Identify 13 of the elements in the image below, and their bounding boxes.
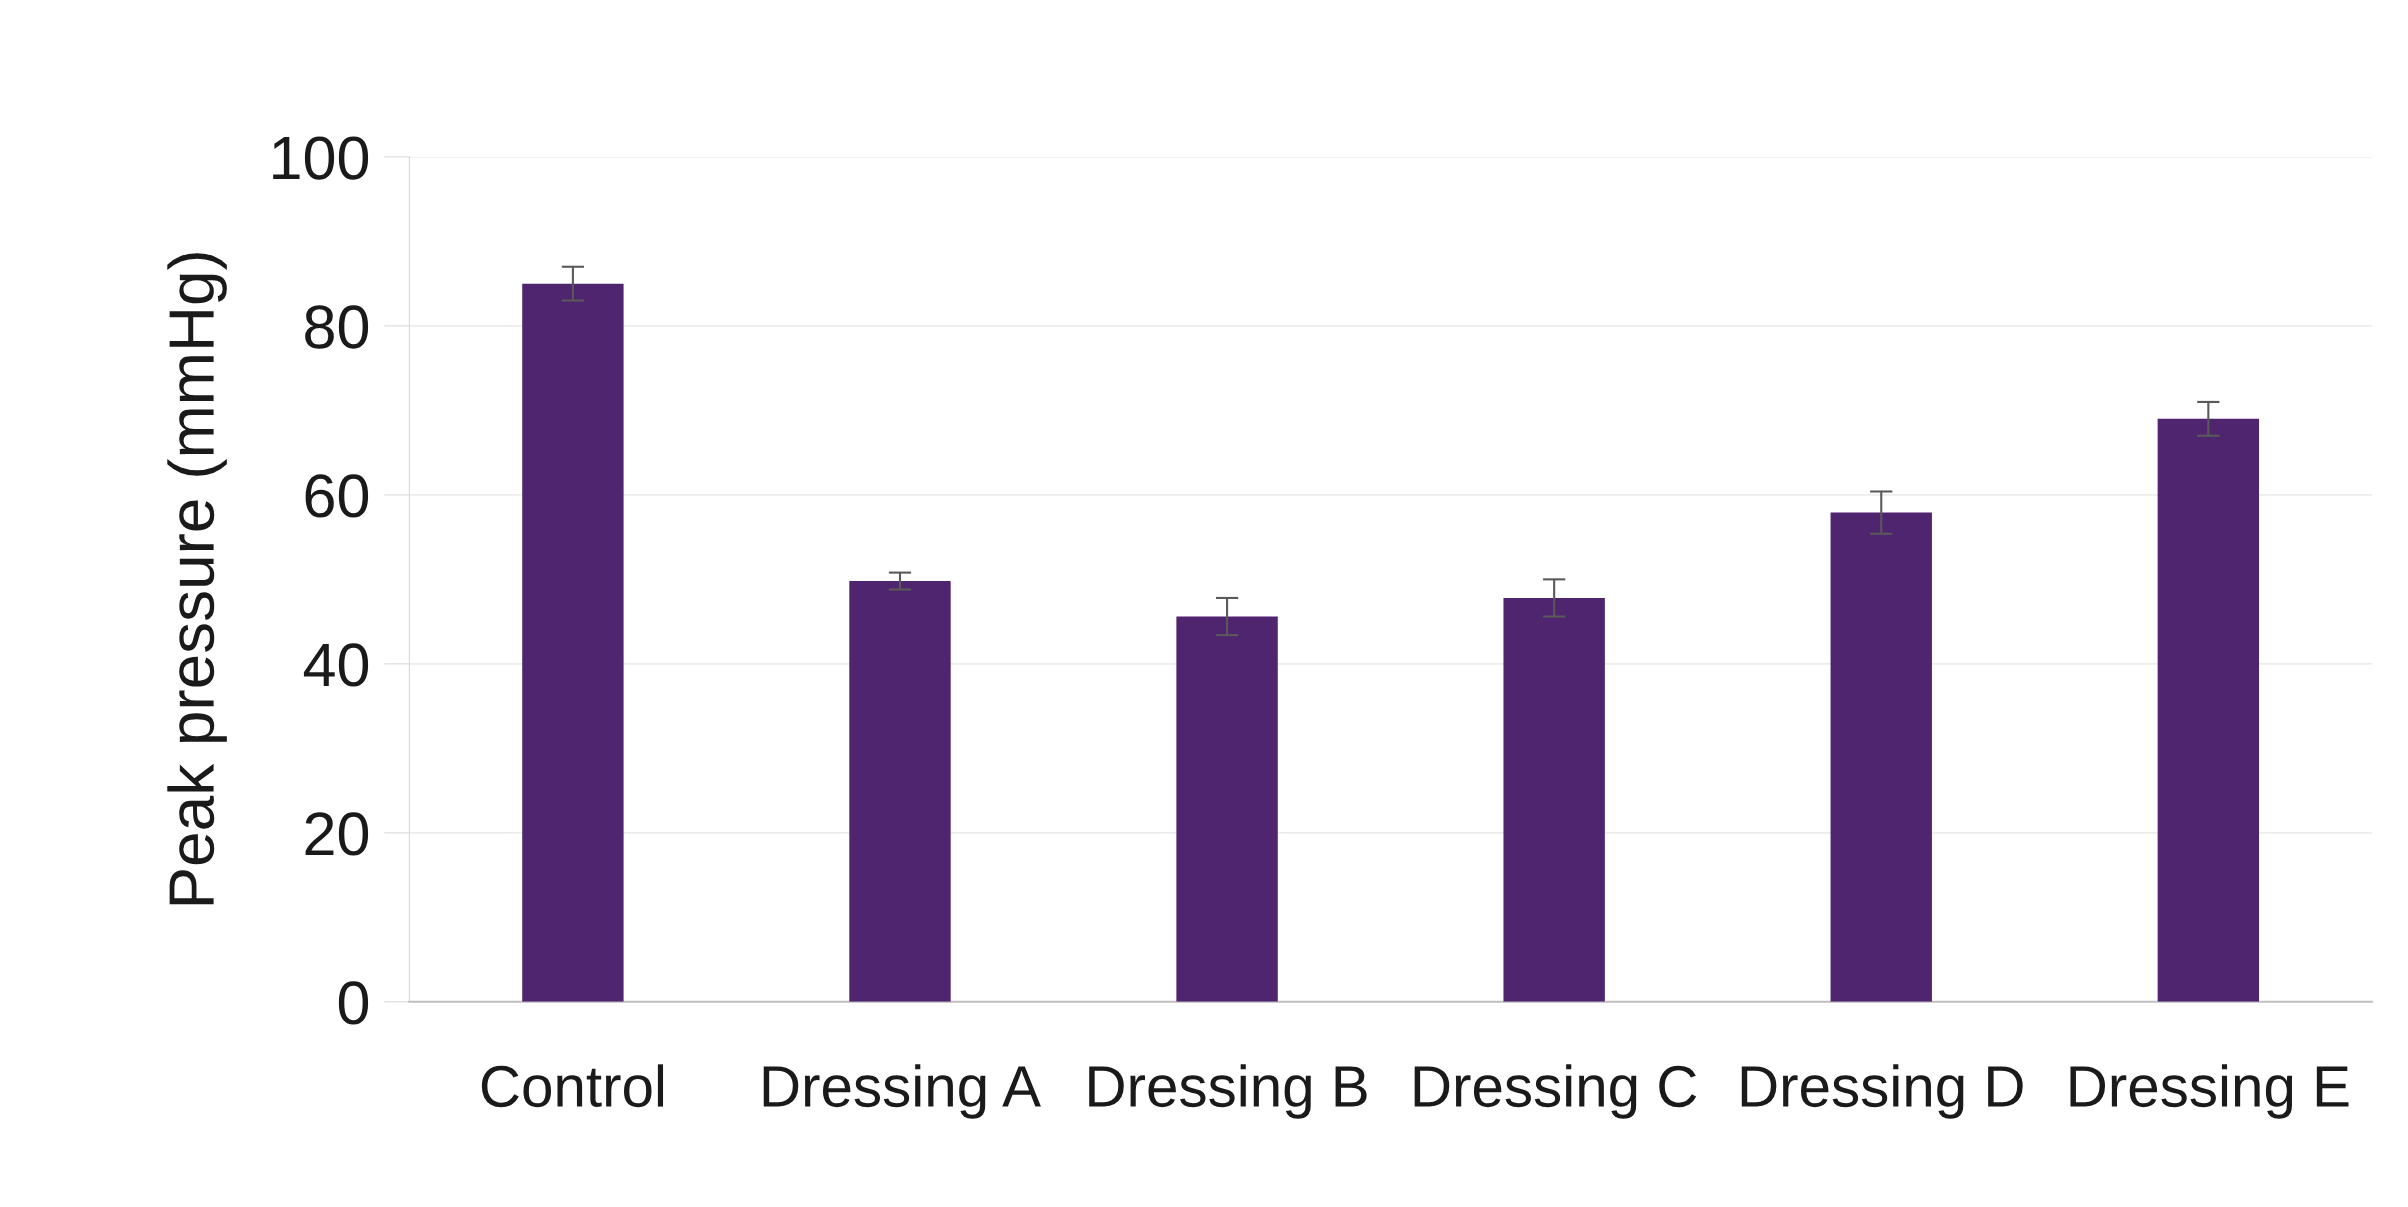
x-tick-label: Control bbox=[481, 1064, 664, 1108]
x-tick-label: Dressing D bbox=[1741, 1064, 2023, 1119]
y-axis-title: Peak pressure (mmHg) bbox=[167, 253, 227, 905]
y-tick-label: 60 bbox=[305, 474, 369, 518]
y-tick-label: 20 bbox=[305, 812, 369, 856]
y-tick-label: 80 bbox=[305, 305, 369, 349]
y-tick-label: 40 bbox=[303, 643, 369, 687]
y-tick-label: 0 bbox=[338, 981, 369, 1025]
x-tick-label: Dressing B bbox=[1089, 1064, 1367, 1119]
x-tick-label: Dressing C bbox=[1414, 1064, 1697, 1119]
x-tick-label: Dressing A bbox=[763, 1064, 1041, 1119]
x-tick-label: Dressing E bbox=[2070, 1064, 2349, 1119]
y-tick-label: 100 bbox=[273, 136, 369, 180]
